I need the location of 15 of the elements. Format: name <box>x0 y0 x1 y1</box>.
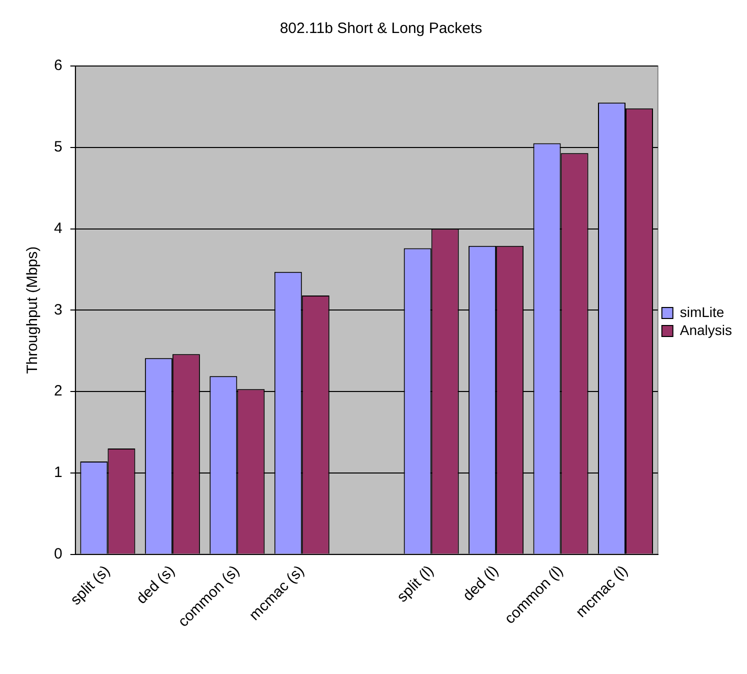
x-tick-label: split (l) <box>394 562 438 606</box>
y-tick-label: 3 <box>54 301 62 318</box>
y-tick-label: 1 <box>54 464 62 482</box>
y-tick-label: 5 <box>54 138 62 156</box>
y-tick-label: 4 <box>54 220 62 237</box>
y-tick-label: 0 <box>54 545 62 562</box>
x-tick-label: ded (s) <box>133 562 178 608</box>
legend-label: simLite <box>680 304 724 320</box>
y-axis-title: Throughput (Mbps) <box>24 246 42 374</box>
chart-title: 802.11b Short & Long Packets <box>280 20 482 38</box>
legend-label: Analysis <box>680 322 732 338</box>
x-tick-label: split (s) <box>67 562 114 609</box>
x-tick-label: ded (l) <box>460 562 502 604</box>
y-tick-label: 6 <box>54 57 62 74</box>
y-tick-label: 2 <box>54 382 62 400</box>
